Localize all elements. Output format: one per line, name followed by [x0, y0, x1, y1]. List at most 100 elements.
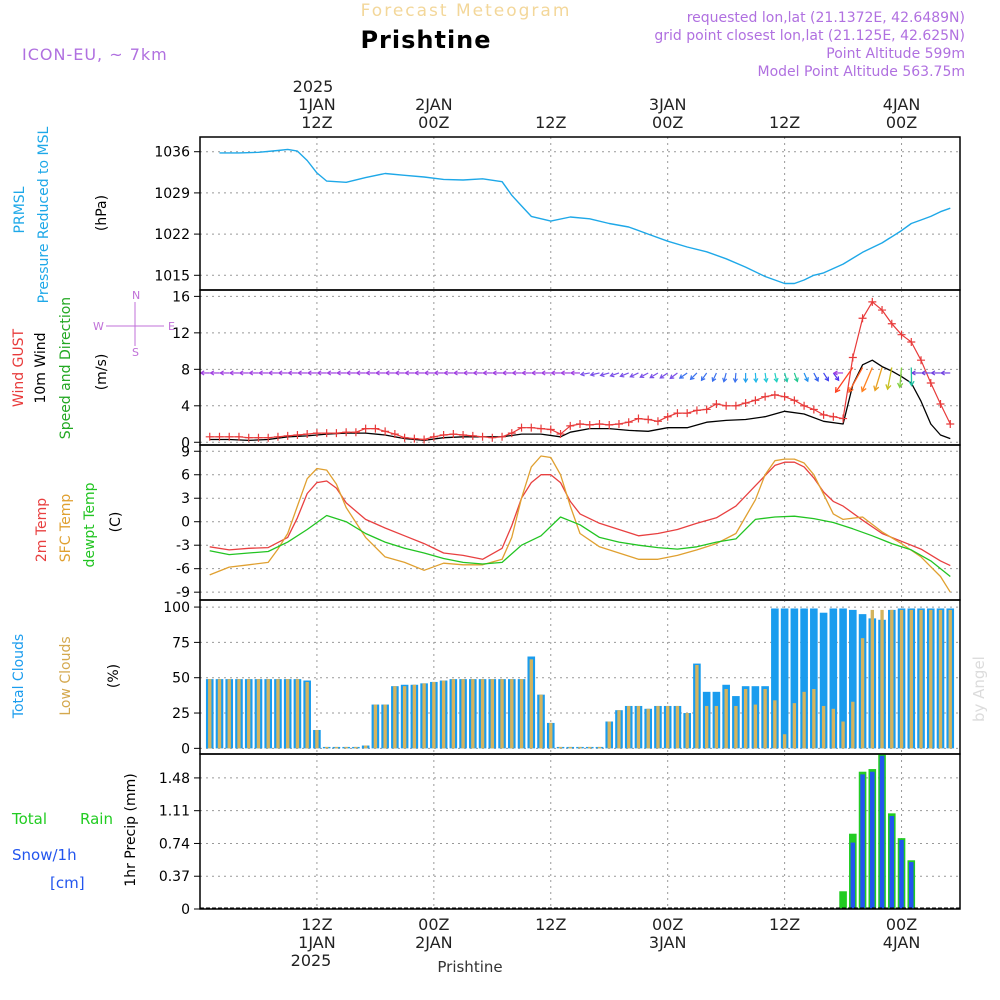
panel-precipitation: 0 0.37 0.74 1.11 1.48: [159, 753, 961, 918]
gust-marker: [215, 432, 224, 441]
low-cloud-bar: [763, 689, 767, 749]
wind-direction-arrowhead: [609, 372, 615, 378]
wind-direction-arrowhead: [462, 370, 468, 376]
y-tick-label: 100: [163, 600, 190, 616]
wind-direction-arrowhead: [629, 373, 635, 378]
low-cloud-bar: [519, 679, 524, 749]
low-cloud-bar: [646, 708, 650, 749]
gust-marker: [234, 432, 243, 441]
wind-direction-arrowhead: [860, 386, 867, 393]
wind-direction-arrowhead: [763, 377, 769, 384]
footer-location: Prishtine: [437, 958, 502, 976]
wind-direction-arrowhead: [540, 370, 546, 376]
total-label: Total: [11, 810, 47, 828]
low-cloud-bar: [227, 679, 231, 749]
gust-marker: [770, 390, 779, 399]
wind-direction-arrowhead: [700, 376, 706, 382]
low-cloud-bar: [743, 689, 748, 749]
y-tick-label: 9: [181, 444, 190, 460]
top-hour-label: 12Z: [301, 113, 332, 132]
gust-marker: [400, 433, 409, 442]
wind-direction-arrow: [861, 367, 873, 392]
top-year: 2025: [293, 77, 334, 96]
wind-direction-arrowhead: [374, 370, 380, 376]
bottom-hour-label: 12Z: [301, 915, 332, 934]
pressure-line: [219, 148, 951, 285]
low-cloud-bar: [685, 713, 689, 749]
wind-direction-arrowhead: [394, 370, 400, 376]
gust-marker: [653, 417, 662, 426]
wind-direction-arrow: [899, 367, 903, 388]
gust-marker: [702, 405, 711, 414]
y-tick-label: 75: [172, 635, 190, 651]
gust-marker: [605, 420, 614, 429]
wind-direction-arrowhead: [560, 370, 565, 376]
wind-direction-arrowhead: [355, 370, 361, 376]
gust-marker: [761, 392, 770, 401]
wind-direction-arrow: [764, 372, 767, 382]
top-day-label: 1JAN: [298, 95, 336, 114]
low-cloud-bar: [636, 705, 641, 749]
wind-direction-arrowhead: [873, 385, 880, 392]
wind-direction-arrowhead: [649, 373, 655, 379]
gust-marker: [585, 420, 594, 429]
wind-direction-arrowhead: [722, 377, 728, 383]
low-cloud-bar: [539, 694, 543, 749]
gust-marker: [868, 297, 877, 306]
gust-marker: [322, 429, 331, 438]
panels: 10151022102910360481216-9-6-303690255075…: [154, 136, 961, 918]
wind-direction-arrow: [620, 372, 629, 377]
wind-direction-arrowhead: [589, 371, 595, 377]
total-cloud-bar: [790, 608, 799, 749]
bottom-hour-label: 00Z: [652, 915, 683, 934]
wind-direction-arrow: [669, 372, 678, 379]
top-day-label: 2JAN: [415, 95, 453, 114]
wind-direction-arrowhead: [832, 370, 838, 376]
gust-marker: [926, 379, 935, 387]
wind-direction-arrowhead: [579, 371, 585, 377]
gust-marker: [624, 418, 633, 427]
y-tick-label: 0: [181, 435, 190, 451]
wind-direction-arrowhead: [248, 370, 254, 376]
low-cloud-bar: [295, 679, 300, 749]
wind-direction-arrowhead: [530, 370, 536, 376]
panel-frame: [199, 136, 961, 291]
cm-unit-label: [cm]: [50, 874, 85, 892]
low-cloud-bar: [812, 689, 816, 749]
low-cloud-bar: [217, 679, 222, 749]
wind-direction-arrow: [823, 372, 829, 381]
gust-marker: [819, 410, 828, 419]
wind-10m-label: 10m Wind: [33, 332, 49, 403]
wind-direction-arrow: [659, 372, 669, 379]
wind-direction-arrowhead: [443, 370, 449, 376]
total-cloud-bar: [839, 608, 847, 749]
bottom-day-label: 3JAN: [649, 933, 687, 952]
low-cloud-bar: [695, 664, 699, 749]
wind-direction-arrowhead: [384, 370, 390, 376]
y-tick-label: 12: [172, 326, 190, 342]
gust-marker: [595, 420, 604, 429]
y-tick-label: 16: [172, 289, 190, 305]
y-tick-label: 25: [172, 706, 190, 722]
gust-marker: [264, 433, 273, 442]
low-cloud-bar: [792, 703, 797, 749]
total-cloud-bar: [819, 612, 828, 749]
wind-direction-arrowhead: [472, 370, 478, 376]
wind-direction-arrowhead: [316, 370, 322, 376]
wind-direction-arrowhead: [793, 377, 799, 383]
y-tick-label: 1.11: [159, 804, 190, 820]
low-cloud-bar: [549, 722, 553, 749]
rain-bar: [839, 891, 847, 909]
wind-direction-arrowhead: [219, 370, 224, 376]
wind-direction-arrowhead: [619, 372, 625, 378]
y-tick-label: 1.48: [159, 771, 190, 787]
gust-marker: [790, 396, 799, 405]
y-tick-label: 8: [181, 362, 190, 378]
snow-bar: [850, 842, 856, 909]
low-cloud-bar: [373, 704, 378, 749]
low-cloud-bar: [315, 729, 319, 749]
top-day-label: 4JAN: [883, 95, 921, 114]
low-cloud-bar: [860, 638, 865, 749]
gust-marker: [878, 306, 887, 315]
compass-s: S: [132, 346, 139, 359]
